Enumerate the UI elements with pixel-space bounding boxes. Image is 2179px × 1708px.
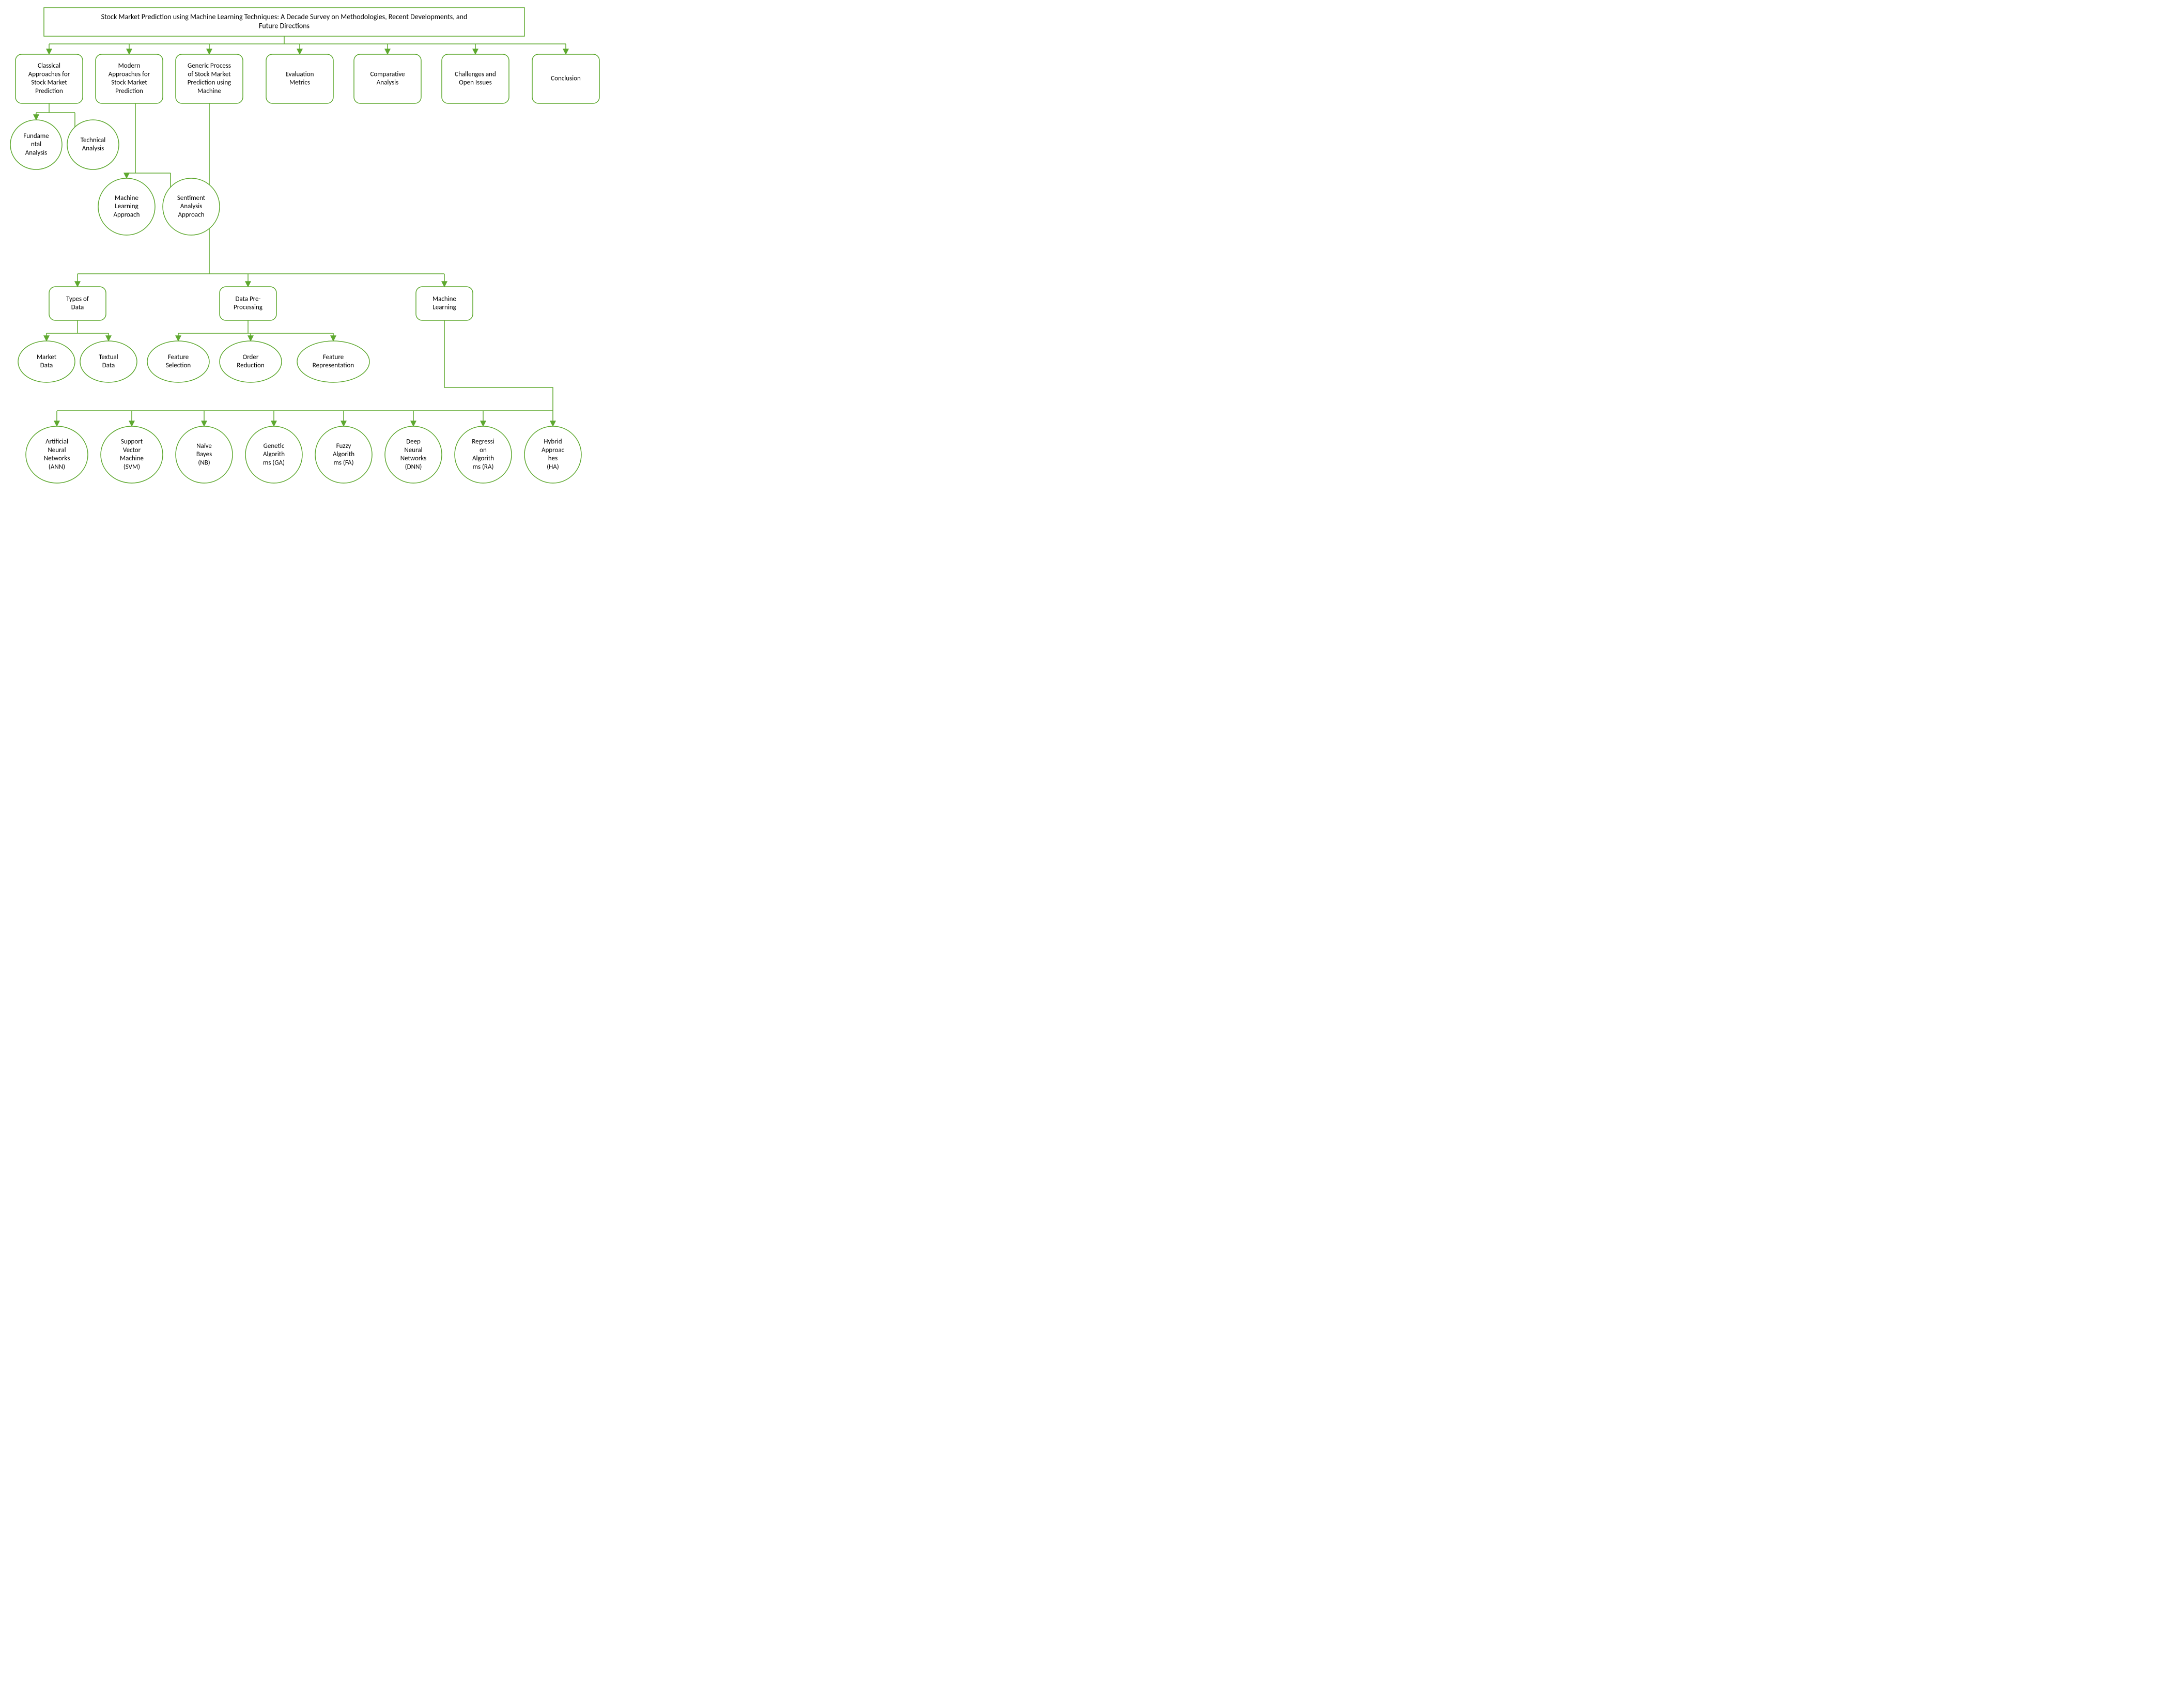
node-dnn: DeepNeuralNetworks(DNN) <box>385 426 442 483</box>
node-sent: SentimentAnalysisApproach <box>163 178 220 235</box>
node-market: MarketData <box>18 341 75 382</box>
node-label: NaïveBayes(NB) <box>196 442 212 467</box>
node-ra: RegressionAlgorithms (RA) <box>455 426 512 483</box>
node-concl: Conclusion <box>532 54 599 103</box>
node-chall: Challenges andOpen Issues <box>442 54 509 103</box>
node-mlapp: MachineLearningApproach <box>98 178 155 235</box>
node-root: Stock Market Prediction using Machine Le… <box>44 8 524 36</box>
node-featrep: FeatureRepresentation <box>297 341 369 382</box>
node-types: Types ofData <box>49 287 106 320</box>
node-ha: HybridApproaches(HA) <box>524 426 581 483</box>
node-label: Challenges andOpen Issues <box>455 70 496 86</box>
edge <box>444 320 553 411</box>
node-order: OrderReduction <box>220 341 282 382</box>
node-label: FeatureSelection <box>166 353 191 369</box>
node-label: RegressionAlgorithms (RA) <box>472 438 494 471</box>
node-label: MachineLearningApproach <box>114 194 140 219</box>
node-featsel: FeatureSelection <box>147 341 209 382</box>
node-fund: FundamentalAnalysis <box>10 120 62 169</box>
node-label: Conclusion <box>551 75 581 83</box>
nodes-layer: Stock Market Prediction using Machine Le… <box>10 8 599 483</box>
node-prepro: Data Pre-Processing <box>220 287 276 320</box>
node-label: TechnicalAnalysis <box>81 136 105 152</box>
node-classical: ClassicalApproaches forStock MarketPredi… <box>16 54 83 103</box>
node-compar: ComparativeAnalysis <box>354 54 421 103</box>
node-ann: ArtificialNeuralNetworks(ANN) <box>26 426 88 483</box>
node-tech: TechnicalAnalysis <box>67 120 119 169</box>
node-ga: GeneticAlgorithms (GA) <box>245 426 302 483</box>
node-svm: SupportVectorMachine(SVM) <box>101 426 163 483</box>
node-label: GeneticAlgorithms (GA) <box>263 442 285 467</box>
node-generic: Generic Processof Stock MarketPrediction… <box>176 54 243 103</box>
node-label: EvaluationMetrics <box>286 70 314 86</box>
node-modern: ModernApproaches forStock MarketPredicti… <box>96 54 163 103</box>
node-nb: NaïveBayes(NB) <box>176 426 233 483</box>
node-mlnode: MachineLearning <box>416 287 473 320</box>
diagram-canvas: Stock Market Prediction using Machine Le… <box>0 0 646 506</box>
node-label: SentimentAnalysisApproach <box>177 194 206 219</box>
node-label: MachineLearning <box>432 295 456 311</box>
node-metrics: EvaluationMetrics <box>266 54 333 103</box>
node-label: Data Pre-Processing <box>234 295 262 311</box>
node-fa: FuzzyAlgorithms (FA) <box>315 426 372 483</box>
node-label: SupportVectorMachine(SVM) <box>120 438 144 471</box>
node-textual: TextualData <box>80 341 137 382</box>
